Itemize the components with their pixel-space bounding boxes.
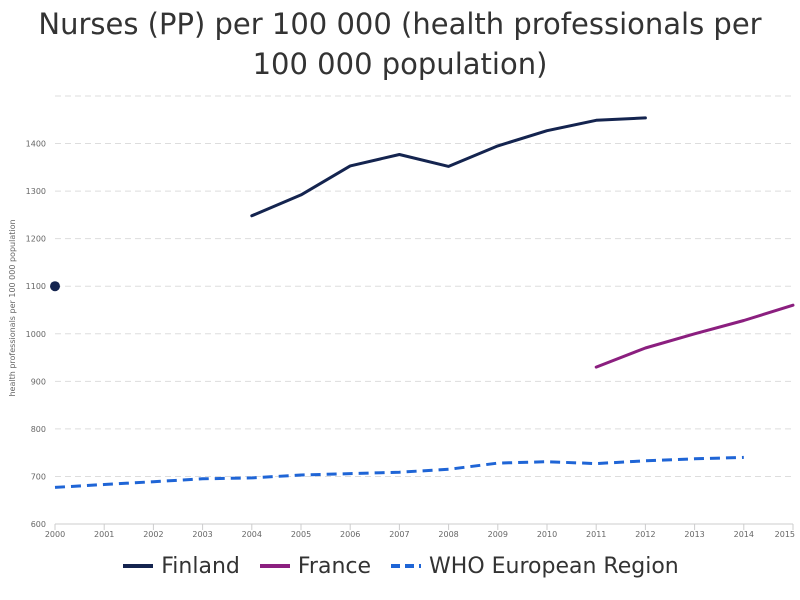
x-tick-label: 2013 bbox=[684, 530, 704, 539]
chart-title: Nurses (PP) per 100 000 (health professi… bbox=[0, 4, 800, 84]
x-tick-label: 2014 bbox=[734, 530, 754, 539]
legend-item-france[interactable]: France bbox=[258, 554, 371, 579]
legend-label: WHO European Region bbox=[429, 553, 679, 579]
series-lines bbox=[50, 116, 795, 489]
x-tick-label: 2005 bbox=[291, 530, 311, 539]
x-tick-label: 2006 bbox=[340, 530, 360, 539]
tick-labels: 600 700 800 900 1000 1100 1200 1300 1400 2000 2001… bbox=[26, 140, 795, 539]
x-tick-label: 2015 bbox=[775, 530, 795, 539]
legend-label: Finland bbox=[161, 553, 240, 579]
x-tick-label: 2002 bbox=[143, 530, 163, 539]
x-axis bbox=[54, 523, 794, 530]
legend-item-finland[interactable]: Finland bbox=[121, 554, 240, 579]
y-tick-label: 700 bbox=[31, 472, 46, 481]
y-tick-label: 600 bbox=[31, 520, 46, 529]
x-tick-label: 2004 bbox=[242, 530, 262, 539]
chart-title-line-1: Nurses (PP) per 100 000 (health professi… bbox=[38, 7, 762, 41]
y-axis-title: health professionals per 100 000 populat… bbox=[8, 219, 17, 396]
y-tick-label: 800 bbox=[31, 425, 46, 434]
france-line bbox=[594, 303, 795, 369]
legend-label: France bbox=[297, 553, 372, 579]
y-tick-label: 1100 bbox=[26, 282, 46, 291]
x-tick-label: 2012 bbox=[635, 530, 655, 539]
y-tick-label: 1300 bbox=[26, 187, 46, 196]
finland-point bbox=[50, 281, 60, 292]
finland-line bbox=[250, 116, 647, 218]
chart-title-line-2: 100 000 population) bbox=[252, 47, 548, 81]
x-tick-label: 2000 bbox=[45, 530, 65, 539]
legend-swatch bbox=[259, 564, 290, 568]
who-european-region-line bbox=[54, 455, 744, 489]
x-tick-label: 2011 bbox=[586, 530, 606, 539]
legend-item-who-european-region[interactable]: WHO European Region bbox=[389, 554, 679, 579]
x-tick-label: 2007 bbox=[389, 530, 409, 539]
x-tick-label: 2010 bbox=[537, 530, 557, 539]
y-tick-label: 1200 bbox=[26, 235, 46, 244]
legend-swatch bbox=[391, 564, 422, 568]
y-tick-label: 1000 bbox=[26, 330, 46, 339]
y-tick-label: 1400 bbox=[26, 140, 46, 149]
legend-swatch bbox=[123, 564, 154, 568]
x-tick-label: 2001 bbox=[94, 530, 114, 539]
x-tick-label: 2009 bbox=[488, 530, 508, 539]
x-tick-label: 2003 bbox=[192, 530, 212, 539]
y-tick-label: 900 bbox=[31, 377, 46, 386]
legend: Finland France WHO European Region bbox=[0, 550, 800, 582]
gridlines bbox=[55, 95, 793, 477]
x-tick-label: 2008 bbox=[438, 530, 458, 539]
